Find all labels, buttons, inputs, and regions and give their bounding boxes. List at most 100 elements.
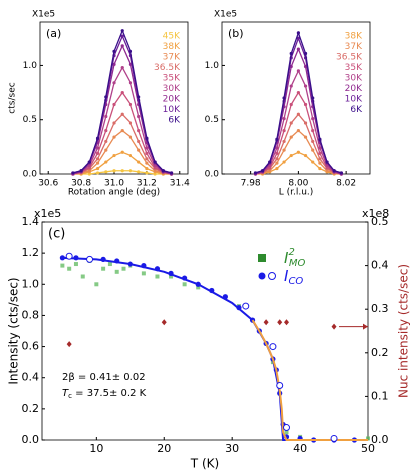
data-point — [303, 153, 308, 158]
data-point — [276, 382, 284, 389]
x-tick-label: 30 — [225, 442, 239, 455]
fit-curve — [255, 69, 342, 175]
data-point — [253, 171, 258, 175]
x-axis-label: L (r.l.u.) — [279, 188, 314, 198]
data-point — [282, 160, 286, 164]
data-point — [120, 34, 124, 38]
annotation: 2β = 0.41± 0.02 — [62, 372, 146, 383]
data-point — [145, 151, 149, 155]
legend-label: 20K — [163, 95, 181, 105]
x-tick-label: 7.98 — [241, 179, 261, 189]
legend-label: 38K — [345, 32, 363, 42]
data-point — [104, 139, 108, 144]
legend-label-part: 2 — [288, 247, 294, 258]
annotation-part: = 37.5± 0.2 K — [72, 388, 147, 399]
data-point — [289, 153, 293, 158]
data-point — [318, 146, 322, 150]
data-point — [311, 139, 315, 144]
y-tick-label: 0.4 — [22, 371, 40, 384]
data-point — [137, 160, 141, 164]
data-point — [112, 135, 116, 139]
data-point — [275, 146, 279, 150]
data-point — [86, 255, 94, 263]
data-point — [296, 69, 300, 73]
data-point — [120, 90, 124, 95]
data-point — [128, 121, 133, 125]
data-point — [318, 166, 322, 171]
legend-label: 6K — [350, 105, 363, 115]
panel-label: (a) — [46, 27, 61, 40]
data-point — [289, 102, 293, 107]
data-point — [311, 128, 315, 133]
data-point — [366, 436, 370, 441]
y-tick-label: 1.2 — [22, 246, 40, 259]
plot-frame — [41, 221, 369, 441]
data-point — [289, 121, 293, 125]
legend-label-part: I — [284, 267, 289, 285]
legend-label: 20K — [345, 84, 363, 94]
data-point — [73, 262, 78, 267]
x-tick-label: 30.8 — [71, 179, 91, 189]
legend-label-part: MO — [289, 258, 306, 269]
panel-label: (c) — [48, 227, 65, 242]
fit-curve — [72, 91, 172, 175]
data-point — [161, 319, 167, 326]
data-point — [137, 170, 141, 174]
data-point — [104, 114, 108, 119]
fit-curve — [255, 47, 342, 175]
y2-tick-label: 0.5 — [371, 215, 389, 228]
x-tick-label: 40 — [293, 442, 307, 455]
data-point — [104, 160, 108, 164]
data-point — [95, 161, 100, 165]
data-point — [275, 166, 279, 171]
data-point — [303, 121, 308, 125]
x-tick-label: 50 — [361, 442, 375, 455]
data-point — [296, 31, 300, 35]
data-point — [318, 161, 322, 165]
legend-marker — [268, 272, 276, 280]
fit-curve — [251, 319, 368, 441]
data-point — [282, 148, 286, 152]
data-point — [87, 160, 91, 164]
data-point — [275, 137, 279, 141]
legend-label: 38K — [163, 42, 181, 52]
data-point — [95, 157, 100, 161]
y-tick-label: 0.8 — [22, 308, 40, 321]
data-point — [95, 136, 100, 140]
legend-label: I2 MO — [284, 247, 305, 269]
data-point — [242, 302, 250, 310]
data-point — [289, 51, 293, 56]
y-tick-label: 1.0 — [22, 277, 40, 290]
data-point — [120, 169, 124, 173]
data-point — [137, 139, 141, 144]
data-point — [161, 169, 165, 173]
x-tick-label: 31.4 — [170, 179, 190, 189]
x-tick-label: 31.2 — [137, 179, 157, 189]
data-point — [303, 135, 308, 139]
data-point — [339, 171, 343, 175]
data-point — [145, 171, 149, 175]
x-axis-label: T (K) — [190, 457, 219, 471]
legend-label: 30K — [163, 84, 181, 94]
data-point — [95, 151, 100, 155]
data-point — [169, 171, 174, 175]
y-tick-label: 1.0 — [23, 61, 38, 71]
y-tick-label: 1.4 — [22, 215, 40, 228]
data-point — [120, 128, 124, 133]
data-point — [182, 282, 187, 287]
y-tick-label: 0.5 — [23, 115, 37, 125]
data-point — [104, 170, 108, 174]
data-point — [331, 323, 337, 330]
legend-label: 6K — [168, 116, 181, 126]
y-tick-label: 0.5 — [205, 115, 219, 125]
annotation-part: T — [62, 388, 69, 399]
x-axis-label: Rotation angle (deg) — [68, 188, 160, 198]
data-point — [145, 161, 149, 165]
x-tick-label: 30.6 — [38, 179, 58, 189]
annotation: Tc = 37.5± 0.2 K — [62, 388, 147, 400]
data-point — [128, 81, 133, 85]
data-point — [330, 434, 338, 442]
axis-arrow-head — [363, 323, 368, 330]
data-point — [289, 135, 293, 139]
data-point — [128, 49, 133, 53]
